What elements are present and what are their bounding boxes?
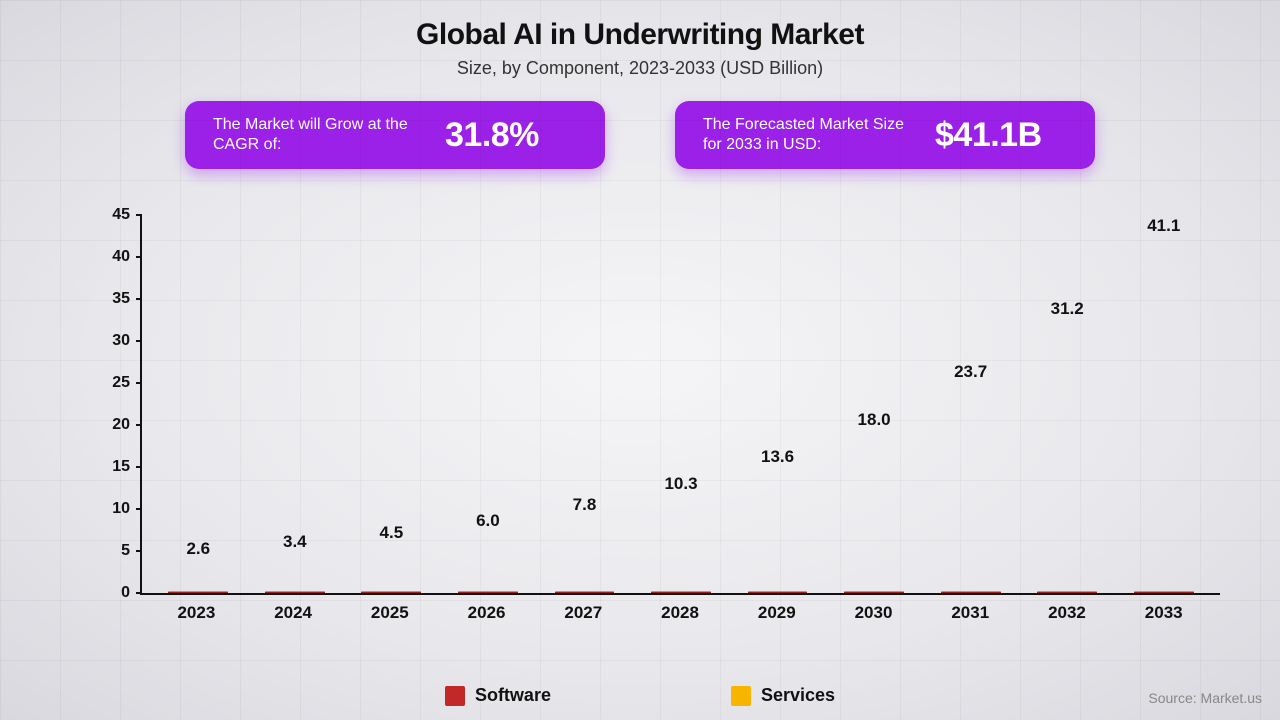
- legend-swatch-services: [731, 686, 751, 706]
- bar-total-label: 31.2: [1051, 299, 1084, 319]
- bar-stack: [168, 591, 228, 593]
- bar-column: 10.3: [633, 215, 730, 593]
- bar-stack: [1134, 591, 1194, 593]
- bar-segment-software: [458, 592, 518, 593]
- bar-segment-software: [1134, 592, 1194, 593]
- x-tick-label: 2030: [825, 595, 922, 635]
- y-tick-mark: [136, 466, 142, 468]
- callout-forecast: The Forecasted Market Size for 2033 in U…: [675, 101, 1095, 169]
- x-tick-label: 2028: [632, 595, 729, 635]
- bar-column: 6.0: [440, 215, 537, 593]
- y-tick-label: 40: [80, 248, 130, 266]
- y-tick-label: 45: [80, 206, 130, 224]
- bar-total-label: 7.8: [573, 495, 597, 515]
- bar-column: 7.8: [536, 215, 633, 593]
- x-tick-label: 2032: [1019, 595, 1116, 635]
- bar-stack: [361, 591, 421, 593]
- y-tick-mark: [136, 256, 142, 258]
- bar-total-label: 41.1: [1147, 216, 1180, 236]
- chart-title: Global AI in Underwriting Market: [0, 0, 1280, 52]
- bar-stack: [555, 591, 615, 593]
- y-tick-mark: [136, 424, 142, 426]
- bar-segment-software: [1037, 592, 1097, 593]
- y-tick-label: 20: [80, 416, 130, 434]
- callout-row: The Market will Grow at the CAGR of: 31.…: [0, 101, 1280, 169]
- callout-forecast-desc: The Forecasted Market Size for 2033 in U…: [703, 115, 913, 155]
- y-tick-label: 30: [80, 332, 130, 350]
- bar-total-label: 10.3: [664, 474, 697, 494]
- bar-segment-software: [748, 592, 808, 593]
- y-tick-label: 15: [80, 458, 130, 476]
- legend-item-software: Software: [445, 685, 551, 706]
- y-tick-mark: [136, 550, 142, 552]
- y-tick-label: 5: [80, 542, 130, 560]
- bar-segment-software: [361, 592, 421, 593]
- bar-stack: [265, 591, 325, 593]
- chart-subtitle: Size, by Component, 2023-2033 (USD Billi…: [0, 58, 1280, 79]
- y-tick-label: 35: [80, 290, 130, 308]
- bar-total-label: 2.6: [186, 539, 210, 559]
- bar-segment-software: [941, 592, 1001, 593]
- x-tick-label: 2027: [535, 595, 632, 635]
- bar-segment-software: [265, 592, 325, 593]
- legend-item-services: Services: [731, 685, 835, 706]
- x-tick-label: 2029: [728, 595, 825, 635]
- bar-stack: [941, 591, 1001, 593]
- callout-cagr-desc: The Market will Grow at the CAGR of:: [213, 115, 423, 155]
- y-tick-mark: [136, 340, 142, 342]
- callout-cagr: The Market will Grow at the CAGR of: 31.…: [185, 101, 605, 169]
- callout-cagr-value: 31.8%: [445, 116, 539, 155]
- bar-column: 13.6: [729, 215, 826, 593]
- bar-total-label: 6.0: [476, 511, 500, 531]
- bar-total-label: 3.4: [283, 532, 307, 552]
- bar-segment-software: [651, 592, 711, 593]
- bar-column: 31.2: [1019, 215, 1116, 593]
- bar-stack: [844, 591, 904, 593]
- bar-total-label: 13.6: [761, 447, 794, 467]
- bar-column: 4.5: [343, 215, 440, 593]
- y-tick-label: 25: [80, 374, 130, 392]
- y-tick-label: 0: [80, 584, 130, 602]
- y-tick-mark: [136, 298, 142, 300]
- x-tick-label: 2024: [245, 595, 342, 635]
- x-tick-label: 2033: [1115, 595, 1212, 635]
- bar-segment-software: [555, 592, 615, 593]
- chart-area: 2.63.44.56.07.810.313.618.023.731.241.1 …: [80, 215, 1220, 635]
- legend-label-software: Software: [475, 685, 551, 706]
- y-tick-mark: [136, 592, 142, 594]
- y-tick-mark: [136, 214, 142, 216]
- bar-stack: [458, 591, 518, 593]
- bar-total-label: 18.0: [858, 410, 891, 430]
- bar-column: 41.1: [1115, 215, 1212, 593]
- y-tick-label: 10: [80, 500, 130, 518]
- bar-segment-software: [844, 592, 904, 593]
- x-tick-label: 2025: [341, 595, 438, 635]
- bars-container: 2.6 3.4 4.5 6.0 7.8 10.3 13.6 18.0 23.7 31.2 41.1: [142, 215, 1220, 593]
- bar-segment-software: [168, 592, 228, 593]
- bar-column: 3.4: [247, 215, 344, 593]
- legend: Software Services: [0, 685, 1280, 706]
- bar-total-label: 23.7: [954, 362, 987, 382]
- x-axis-labels: 2023202420252026202720282029203020312032…: [140, 595, 1220, 635]
- callout-forecast-value: $41.1B: [935, 116, 1042, 155]
- x-tick-label: 2023: [148, 595, 245, 635]
- y-tick-mark: [136, 382, 142, 384]
- x-tick-label: 2031: [922, 595, 1019, 635]
- bar-column: 18.0: [826, 215, 923, 593]
- legend-label-services: Services: [761, 685, 835, 706]
- source-attribution: Source: Market.us: [1148, 690, 1262, 706]
- bar-stack: [748, 591, 808, 593]
- bar-column: 2.6: [150, 215, 247, 593]
- x-tick-label: 2026: [438, 595, 535, 635]
- bar-stack: [651, 591, 711, 593]
- bar-total-label: 4.5: [380, 523, 404, 543]
- legend-swatch-software: [445, 686, 465, 706]
- y-tick-mark: [136, 508, 142, 510]
- bar-column: 23.7: [922, 215, 1019, 593]
- bar-stack: [1037, 591, 1097, 593]
- plot-area: 2.63.44.56.07.810.313.618.023.731.241.1 …: [140, 215, 1220, 595]
